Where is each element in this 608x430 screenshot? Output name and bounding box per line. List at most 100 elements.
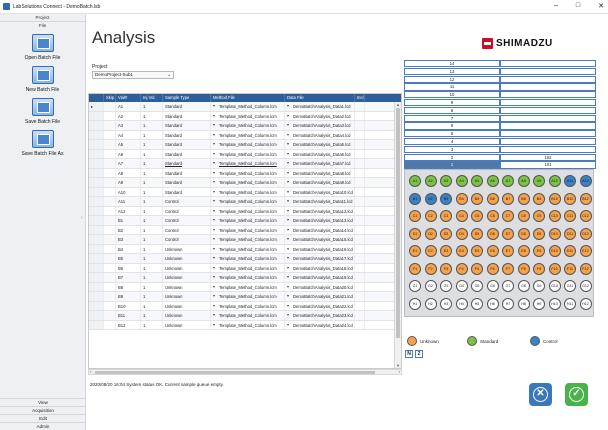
plate-well[interactable]: G9 xyxy=(533,280,545,292)
table-row[interactable]: B12 1 Unknown ▾ Template_Method_Column.lcm ▾ D… xyxy=(89,320,401,330)
table-row[interactable]: ▸ A1 1 Standard ▾ Template_Method_Column.lcm ▾… xyxy=(89,102,401,112)
plate-well[interactable]: H12 xyxy=(579,297,592,310)
plate-well[interactable]: D1 xyxy=(409,227,421,240)
cell-method-file[interactable]: ▾ Template_Method_Column.lcm xyxy=(211,178,285,187)
plate-well[interactable]: A9 xyxy=(533,175,545,187)
plate-well[interactable]: A7 xyxy=(502,175,514,187)
scroll-down-icon[interactable]: ▼ xyxy=(396,363,400,368)
plate-well[interactable]: F4 xyxy=(455,262,468,275)
cell-incl[interactable] xyxy=(355,111,365,120)
cell-vial[interactable]: B7 xyxy=(116,273,141,282)
plate-well[interactable]: E1 xyxy=(409,245,421,257)
rack-row[interactable]: 11 xyxy=(404,83,596,91)
row-indicator[interactable] xyxy=(89,111,104,120)
cell-data-file[interactable]: ▾ DemoBatchAnalysis_Data5.lcd xyxy=(285,140,355,149)
plate-well[interactable]: G5 xyxy=(471,280,483,292)
cell-inj-vol[interactable]: 1 xyxy=(141,235,163,244)
plate-well[interactable]: E3 xyxy=(440,245,452,257)
cell-data-file[interactable]: ▾ DemoBatchAnalysis_Data12.lcd xyxy=(285,206,355,215)
rack-row[interactable]: 14 xyxy=(404,60,596,68)
cell-vial[interactable]: A7 xyxy=(116,159,141,168)
plate-well[interactable]: H9 xyxy=(533,297,545,310)
plate-well[interactable]: B2 xyxy=(424,192,437,205)
ok-button[interactable]: ✓ xyxy=(565,383,588,406)
plate-well[interactable]: B5 xyxy=(471,192,483,205)
dropdown-arrow-icon[interactable]: ▾ xyxy=(213,256,215,260)
plate-well[interactable]: B9 xyxy=(533,192,545,205)
plate-well[interactable]: A8 xyxy=(517,175,530,187)
cell-skip[interactable] xyxy=(104,216,116,225)
cell-sample-type[interactable]: Unknown xyxy=(163,320,211,329)
cell-skip[interactable] xyxy=(104,254,116,263)
plate-well[interactable]: D10 xyxy=(548,227,561,240)
cell-inj-vol[interactable]: 1 xyxy=(141,102,163,111)
cell-sample-type[interactable]: Standard xyxy=(163,187,211,196)
plate-well[interactable]: B11 xyxy=(564,192,576,205)
dropdown-arrow-icon[interactable]: ▾ xyxy=(287,189,289,194)
cell-inj-vol[interactable]: 1 xyxy=(141,216,163,225)
plate-well[interactable]: D3 xyxy=(440,227,452,240)
cell-vial[interactable]: B9 xyxy=(116,292,141,301)
rack-cell-position[interactable]: 3 xyxy=(404,145,500,154)
vertical-scroll-thumb[interactable] xyxy=(396,108,400,338)
row-indicator[interactable] xyxy=(89,187,104,196)
cell-vial[interactable]: B1 xyxy=(116,216,141,225)
plate-well[interactable]: A2 xyxy=(424,175,437,187)
plate-well[interactable]: D6 xyxy=(486,227,499,240)
rack-cell-value[interactable] xyxy=(500,130,596,138)
plate-well[interactable]: G10 xyxy=(548,280,561,292)
plate-well[interactable]: A1 xyxy=(409,175,421,187)
dropdown-arrow-icon[interactable]: ▾ xyxy=(287,199,289,203)
cell-skip[interactable] xyxy=(104,311,116,320)
plate-well[interactable]: D7 xyxy=(502,227,514,240)
plate-well[interactable]: D4 xyxy=(455,227,468,240)
cell-data-file[interactable]: ▾ DemoBatchAnalysis_Data22.lcd xyxy=(285,301,355,310)
cell-incl[interactable] xyxy=(355,168,365,177)
cell-vial[interactable]: B5 xyxy=(116,254,141,263)
plate-well[interactable]: C3 xyxy=(440,210,452,222)
cell-sample-type[interactable]: Unknown xyxy=(163,254,211,263)
cell-skip[interactable] xyxy=(104,159,116,168)
cell-sample-type[interactable]: Standard xyxy=(163,111,211,120)
cell-inj-vol[interactable]: 1 xyxy=(141,320,163,329)
plate-well[interactable]: F1 xyxy=(409,262,421,275)
cell-incl[interactable] xyxy=(355,121,365,130)
dropdown-arrow-icon[interactable]: ▾ xyxy=(213,294,215,298)
cell-incl[interactable] xyxy=(355,282,365,291)
dropdown-arrow-icon[interactable]: ▾ xyxy=(287,170,289,175)
cell-inj-vol[interactable]: 1 xyxy=(141,282,163,291)
cell-method-file[interactable]: ▾ Template_Method_Column.lcm xyxy=(211,301,285,310)
plate-well[interactable]: C12 xyxy=(579,210,592,222)
dropdown-arrow-icon[interactable]: ▾ xyxy=(287,132,289,137)
cell-incl[interactable] xyxy=(355,102,365,111)
cell-inj-vol[interactable]: 1 xyxy=(141,121,163,130)
rack-cell-position[interactable]: 14 xyxy=(404,60,500,68)
plate-well[interactable]: H4 xyxy=(455,297,468,310)
n-value[interactable]: 2 xyxy=(415,350,423,358)
row-indicator[interactable] xyxy=(89,130,104,139)
plate-well[interactable]: C11 xyxy=(564,210,576,222)
rack-row[interactable]: 8 xyxy=(404,106,596,115)
plate-well[interactable]: C7 xyxy=(502,210,514,222)
cell-sample-type[interactable]: Standard xyxy=(163,149,211,158)
dropdown-arrow-icon[interactable]: ▾ xyxy=(213,199,215,203)
plate-well[interactable]: G8 xyxy=(517,280,530,292)
cell-skip[interactable] xyxy=(104,263,116,272)
table-row[interactable]: B2 1 Control ▾ Template_Method_Column.lcm ▾ De… xyxy=(89,225,401,235)
cell-skip[interactable] xyxy=(104,301,116,310)
cell-sample-type[interactable]: Standard xyxy=(163,102,211,111)
plate-well[interactable]: F7 xyxy=(502,262,514,275)
cell-vial[interactable]: A4 xyxy=(116,130,141,139)
horizontal-scrollbar[interactable]: ‹ › xyxy=(88,369,402,375)
cell-method-file[interactable]: ▾ Template_Method_Column.lcm xyxy=(211,254,285,263)
rack-row[interactable]: 9 xyxy=(404,98,596,107)
dropdown-arrow-icon[interactable]: ▾ xyxy=(213,208,215,213)
table-row[interactable]: B5 1 Unknown ▾ Template_Method_Column.lcm ▾ De… xyxy=(89,254,401,264)
cell-sample-type[interactable]: Unknown xyxy=(163,292,211,301)
table-row[interactable]: B9 1 Unknown ▾ Template_Method_Column.lcm ▾ De… xyxy=(89,292,401,302)
cell-sample-type[interactable]: Control xyxy=(163,216,211,225)
cell-incl[interactable] xyxy=(355,225,365,234)
plate-well[interactable]: B4 xyxy=(455,192,468,205)
cell-sample-type[interactable]: Unknown xyxy=(163,301,211,310)
plate-well[interactable]: F12 xyxy=(579,262,592,275)
